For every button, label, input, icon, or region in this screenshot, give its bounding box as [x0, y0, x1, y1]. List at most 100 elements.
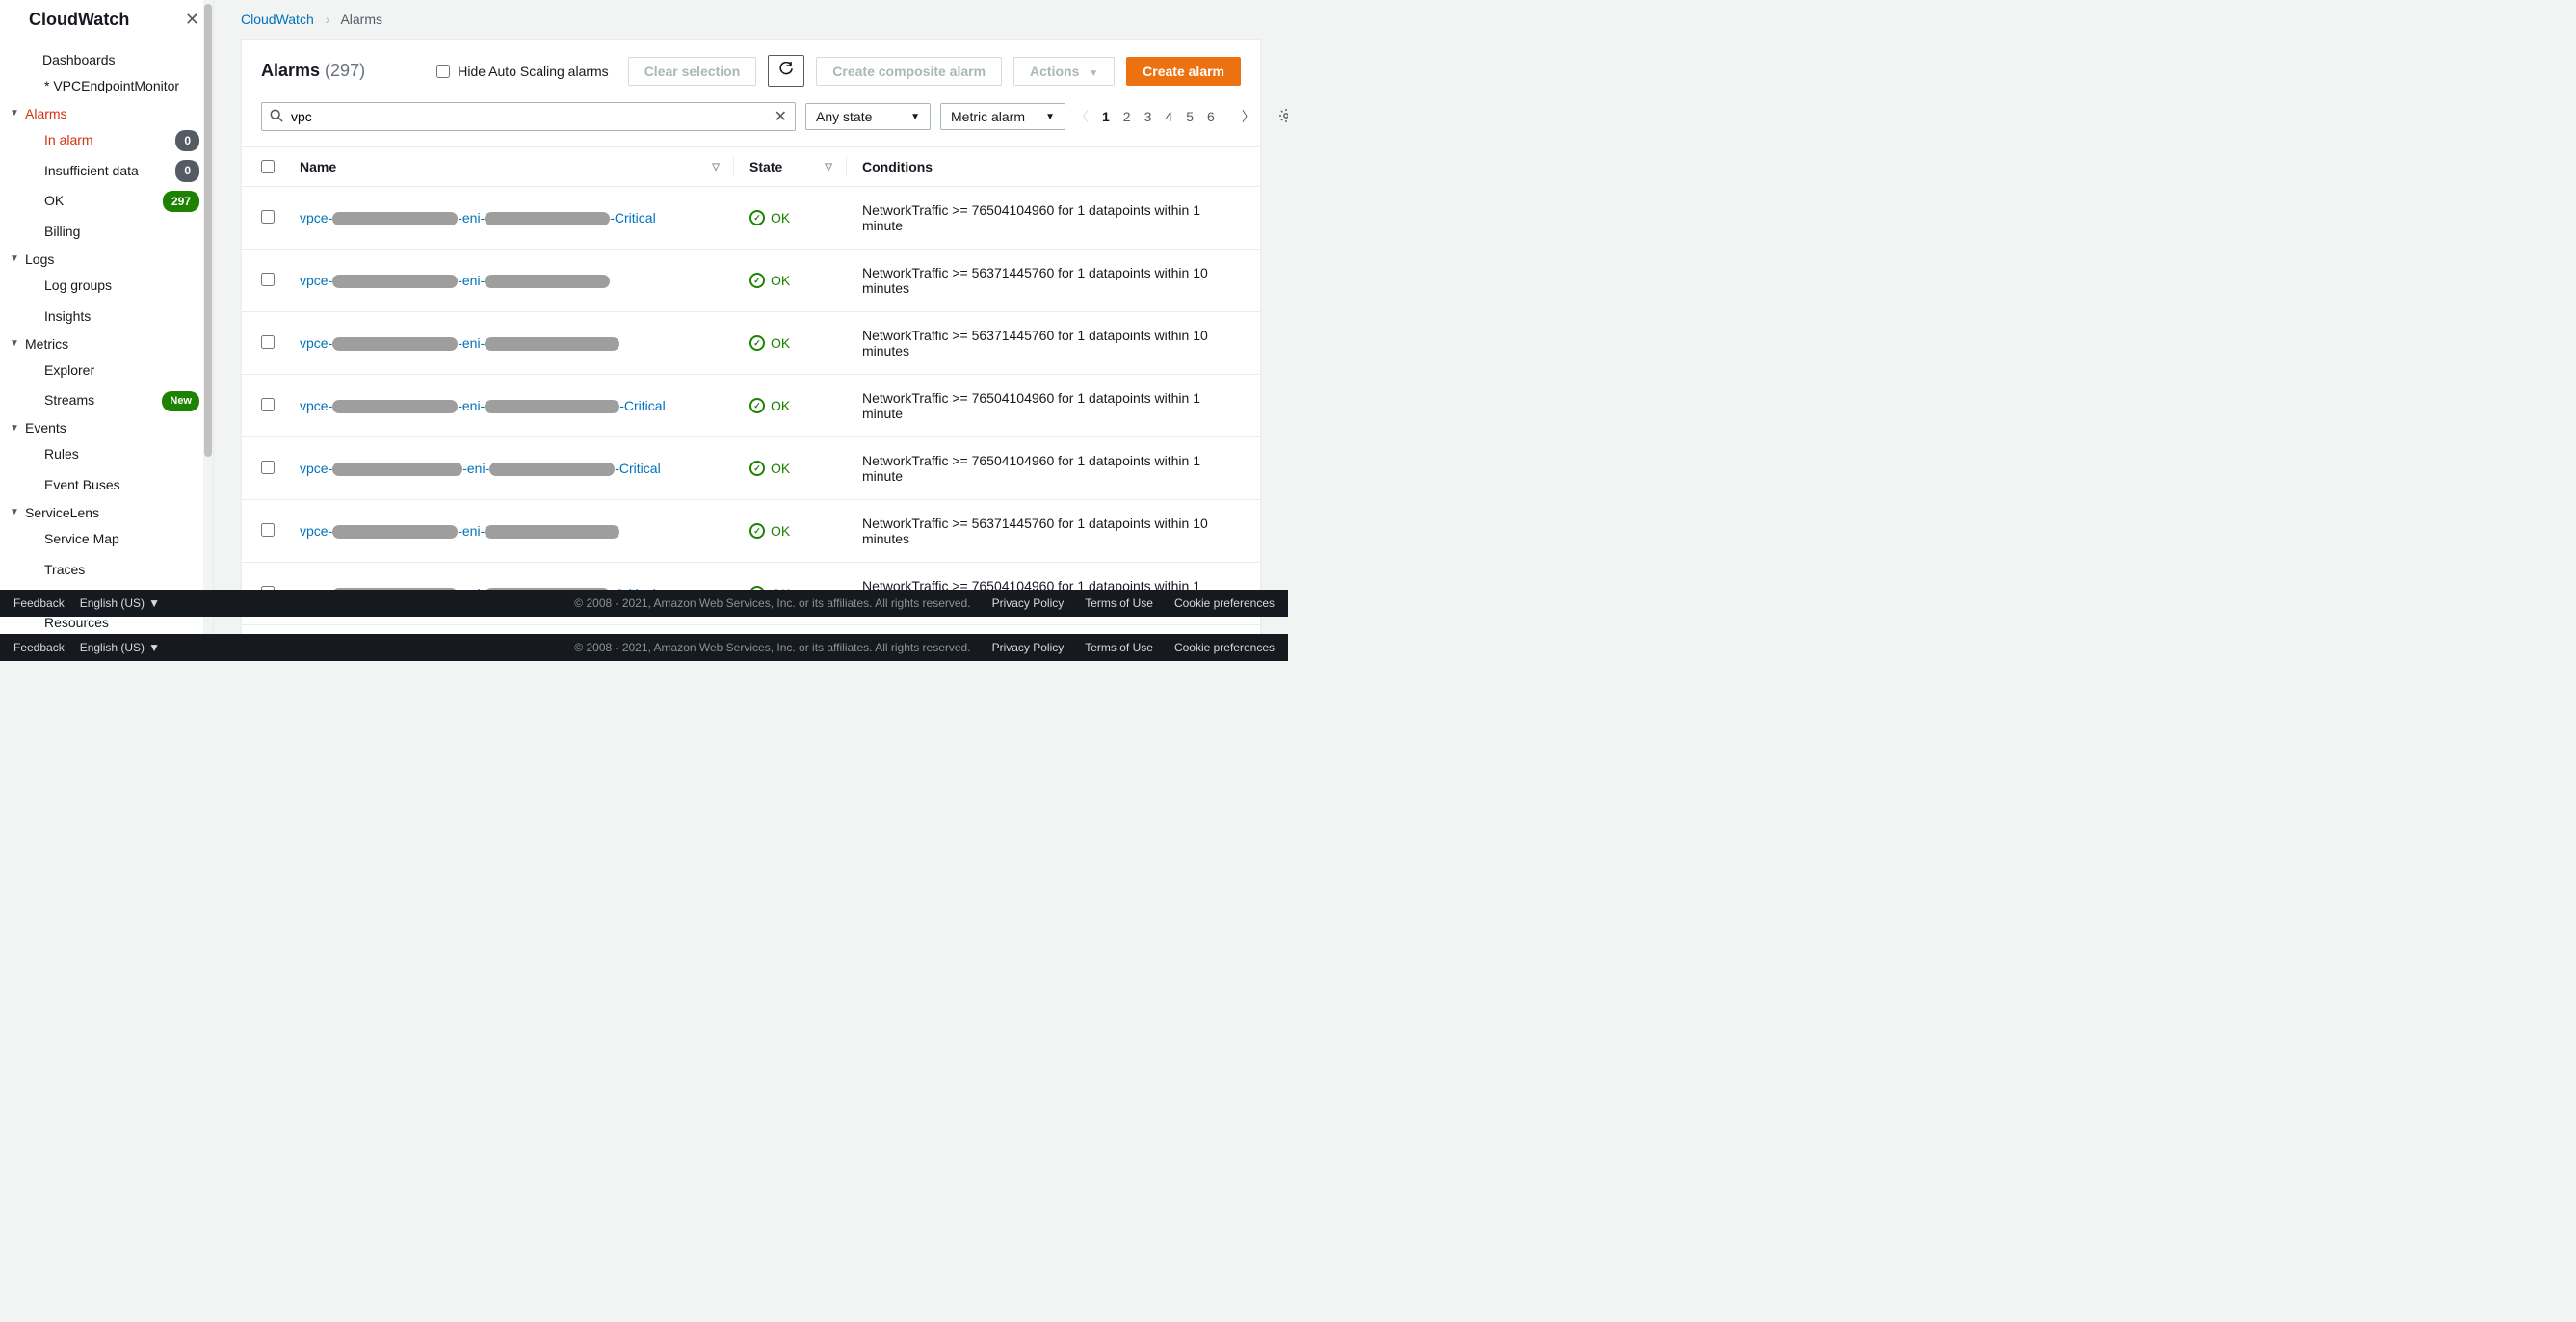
count-badge: 0 [175, 130, 199, 151]
sidebar-item-log-groups[interactable]: Log groups [0, 271, 213, 302]
close-icon[interactable]: ✕ [185, 10, 199, 30]
row-checkbox[interactable] [261, 273, 275, 286]
sidebar-item-explorer[interactable]: Explorer [0, 356, 213, 386]
language-selector[interactable]: English (US) ▼ [80, 596, 160, 610]
alarm-eni: -eni- [458, 523, 485, 539]
column-name-label: Name [300, 159, 336, 174]
footer-lower: Feedback English (US) ▼ © 2008 - 2021, A… [0, 634, 1288, 661]
clear-selection-button[interactable]: Clear selection [628, 57, 757, 86]
page-5[interactable]: 5 [1186, 109, 1194, 124]
nav-group-label: Alarms [25, 106, 67, 121]
page-1[interactable]: 1 [1102, 109, 1110, 124]
state-text: OK [771, 210, 790, 225]
sidebar-item-streams[interactable]: StreamsNew [0, 385, 213, 416]
type-filter-select[interactable]: Metric alarm ▼ [940, 103, 1065, 130]
alarm-eni: -eni- [458, 210, 485, 225]
search-input[interactable] [291, 109, 767, 124]
cookies-link[interactable]: Cookie preferences [1174, 641, 1275, 654]
alarm-link[interactable]: vpce--eni--Critical [300, 210, 656, 225]
state-filter-select[interactable]: Any state ▼ [805, 103, 931, 130]
alarm-link[interactable]: vpce- -eni- [300, 523, 619, 539]
actions-button[interactable]: Actions ▼ [1013, 57, 1115, 86]
prev-page-button[interactable]: 〈 [1075, 107, 1089, 126]
redacted-text [332, 463, 462, 476]
alarms-table: Name ▽ State ▽ Conditions vpce--eni--Cri… [242, 146, 1260, 661]
nav-group-events[interactable]: ▼Events [0, 416, 213, 439]
sidebar-item-in-alarm[interactable]: In alarm0 [0, 125, 213, 156]
alarm-link[interactable]: vpce--eni--Critical [300, 461, 661, 476]
row-checkbox[interactable] [261, 210, 275, 224]
terms-link[interactable]: Terms of Use [1085, 641, 1153, 654]
create-composite-button[interactable]: Create composite alarm [816, 57, 1002, 86]
create-alarm-button[interactable]: Create alarm [1126, 57, 1241, 86]
title-text: Alarms [261, 61, 320, 80]
redacted-text [332, 400, 458, 413]
nav-group-dashboards[interactable]: Dashboards [0, 48, 213, 71]
column-name[interactable]: Name ▽ [300, 159, 733, 174]
column-conditions[interactable]: Conditions [862, 159, 1241, 174]
hide-autoscaling-input[interactable] [436, 65, 450, 78]
redacted-text [485, 212, 610, 225]
page-6[interactable]: 6 [1207, 109, 1215, 124]
sidebar-item-service-map[interactable]: Service Map [0, 524, 213, 555]
nav-group-logs[interactable]: ▼Logs [0, 248, 213, 271]
feedback-link[interactable]: Feedback [13, 596, 65, 610]
nav-group-label: Logs [25, 251, 54, 267]
alarm-link[interactable]: vpce--eni--Critical [300, 398, 666, 413]
title-count: (297) [325, 61, 365, 80]
row-checkbox[interactable] [261, 523, 275, 537]
page-3[interactable]: 3 [1144, 109, 1152, 124]
condition-text: NetworkTraffic >= 76504104960 for 1 data… [862, 202, 1241, 233]
alarm-link[interactable]: vpce--eni- [300, 335, 619, 351]
select-all-checkbox[interactable] [261, 160, 275, 173]
new-badge: New [162, 391, 199, 411]
row-checkbox[interactable] [261, 398, 275, 411]
column-state[interactable]: State ▽ [749, 159, 846, 174]
sidebar-item-billing[interactable]: Billing [0, 217, 213, 248]
row-checkbox[interactable] [261, 461, 275, 474]
cookies-link[interactable]: Cookie preferences [1174, 596, 1275, 610]
nav-group-alarms[interactable]: ▼Alarms [0, 102, 213, 125]
privacy-link[interactable]: Privacy Policy [992, 596, 1065, 610]
ok-icon: ✓ [749, 398, 765, 413]
chevron-down-icon: ▼ [148, 596, 160, 610]
sidebar-item-rules[interactable]: Rules [0, 439, 213, 470]
state-text: OK [771, 461, 790, 476]
sidebar-item-insights[interactable]: Insights [0, 302, 213, 332]
clear-icon[interactable]: ✕ [775, 107, 787, 126]
sidebar-item-label: Insights [44, 305, 91, 329]
terms-link[interactable]: Terms of Use [1085, 596, 1153, 610]
redacted-text [332, 212, 458, 225]
state-text: OK [771, 335, 790, 351]
page-4[interactable]: 4 [1165, 109, 1172, 124]
condition-text: NetworkTraffic >= 76504104960 for 1 data… [862, 453, 1241, 484]
nav-group-servicelens[interactable]: ▼ServiceLens [0, 501, 213, 524]
ok-icon: ✓ [749, 335, 765, 351]
sidebar-item-traces[interactable]: Traces [0, 555, 213, 586]
settings-button[interactable] [1278, 108, 1288, 126]
sidebar-item-event-buses[interactable]: Event Buses [0, 470, 213, 501]
sidebar-item-insufficient-data[interactable]: Insufficient data0 [0, 156, 213, 187]
alarm-suffix: -Critical [615, 461, 660, 476]
nav-group-metrics[interactable]: ▼Metrics [0, 332, 213, 356]
alarm-prefix: vpce- [300, 523, 332, 539]
next-page-button[interactable]: 〉 [1242, 107, 1255, 126]
alarm-prefix: vpce- [300, 210, 332, 225]
alarm-link[interactable]: vpce--eni- [300, 273, 610, 288]
refresh-button[interactable] [768, 55, 804, 87]
search-box[interactable]: ✕ [261, 102, 796, 131]
hide-autoscaling-checkbox[interactable]: Hide Auto Scaling alarms [436, 64, 608, 79]
ok-icon: ✓ [749, 273, 765, 288]
sidebar-item-ok[interactable]: OK297 [0, 186, 213, 217]
privacy-link[interactable]: Privacy Policy [992, 641, 1065, 654]
feedback-link[interactable]: Feedback [13, 641, 65, 654]
redacted-text [485, 525, 619, 539]
language-selector[interactable]: English (US) ▼ [80, 641, 160, 654]
nav-group-label: ServiceLens [25, 505, 99, 520]
row-checkbox[interactable] [261, 335, 275, 349]
page-2[interactable]: 2 [1123, 109, 1131, 124]
scrollbar-thumb[interactable] [204, 4, 212, 457]
sidebar-item--vpcendpointmonitor[interactable]: * VPCEndpointMonitor [0, 71, 213, 102]
breadcrumb-root[interactable]: CloudWatch [241, 12, 314, 27]
condition-text: NetworkTraffic >= 56371445760 for 1 data… [862, 328, 1241, 358]
